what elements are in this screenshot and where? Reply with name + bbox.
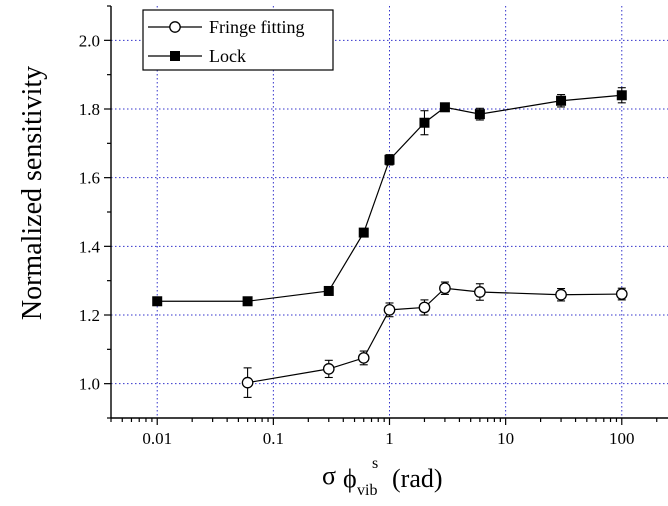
legend-label-lock: Lock — [209, 46, 246, 66]
legend-label-fringe-fitting: Fringe fitting — [209, 17, 305, 37]
x-tick-label: 100 — [609, 429, 635, 448]
y-tick-label: 1.8 — [79, 100, 100, 119]
y-tick-label: 1.6 — [79, 169, 100, 188]
y-tick-label: 1.2 — [79, 306, 100, 325]
data-point-lock — [556, 95, 567, 106]
legend-entry-lock: Lock — [148, 46, 246, 66]
data-point-fringe-fitting — [241, 376, 254, 389]
legend-entry-fringe-fitting: Fringe fitting — [148, 17, 305, 37]
x-axis-title-variable: ϕ — [343, 464, 357, 493]
series-line-lock — [157, 94, 622, 302]
data-point-fringe-fitting — [439, 282, 451, 295]
data-point-fringe-fitting — [383, 303, 396, 316]
x-axis-title-subscript: vib — [357, 482, 377, 499]
y-tick-label: 1.0 — [79, 375, 100, 394]
axis-ticks — [104, 5, 658, 425]
data-point-lock — [152, 296, 163, 307]
legend-marker-filled-square — [170, 51, 180, 61]
data-point-lock — [474, 109, 485, 120]
x-axis-title-unit: (rad) — [392, 464, 443, 493]
x-tick-label: 10 — [497, 429, 514, 448]
y-tick-label: 1.4 — [79, 237, 101, 256]
data-point-lock — [242, 296, 253, 307]
series-line-fringe-fitting — [247, 287, 622, 384]
legend: Fringe fitting Lock — [142, 9, 334, 71]
data-point-lock — [616, 90, 627, 101]
data-point-lock — [439, 102, 450, 113]
x-axis-title-superscript: s — [372, 455, 378, 472]
y-axis-title: Normalized sensitivity — [17, 66, 48, 320]
x-tick-label: 0.01 — [142, 429, 172, 448]
data-point-lock — [323, 285, 334, 296]
x-tick-label: 1 — [385, 429, 394, 448]
x-tick-label: 0.1 — [263, 429, 284, 448]
data-point-lock — [384, 154, 395, 165]
data-point-fringe-fitting — [615, 288, 628, 300]
y-tick-label: 2.0 — [79, 31, 100, 50]
data-point-fringe-fitting — [474, 286, 486, 298]
data-point-lock — [419, 117, 430, 128]
data-point-lock — [358, 227, 369, 238]
x-axis-title: σ ϕ s vib (rad) — [322, 455, 443, 499]
data-point-fringe-fitting — [418, 301, 431, 314]
tick-labels: 1.0 1.2 1.4 1.6 1.8 2.0 0.01 0.1 1 10 100 — [79, 31, 635, 448]
data-point-fringe-fitting — [357, 352, 370, 364]
legend-marker-open-circle — [169, 21, 181, 33]
data-point-fringe-fitting — [555, 288, 567, 301]
series-layer — [152, 87, 628, 398]
data-point-fringe-fitting — [322, 363, 335, 375]
x-axis-title-symbol: σ — [322, 461, 336, 490]
series-fringe-fitting — [241, 281, 628, 398]
series-lock — [152, 87, 627, 307]
